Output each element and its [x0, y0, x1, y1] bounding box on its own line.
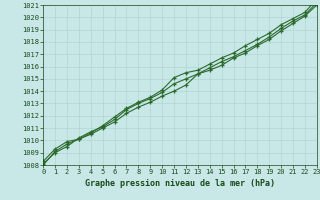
X-axis label: Graphe pression niveau de la mer (hPa): Graphe pression niveau de la mer (hPa) — [85, 179, 275, 188]
